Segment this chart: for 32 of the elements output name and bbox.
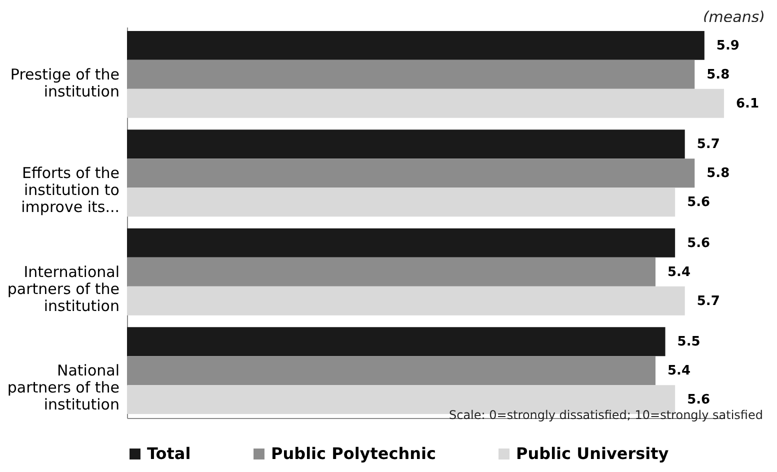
text: (means) xyxy=(702,8,765,26)
data-label: 5.9 xyxy=(716,38,740,54)
data-label: 5.6 xyxy=(687,195,710,210)
data-label: 5.4 xyxy=(667,264,691,280)
annotation: Scale: 0=strongly dissatisfied; 10=strongly satisfied xyxy=(448,408,763,422)
bar xyxy=(127,286,685,316)
data-label: 5.4 xyxy=(667,364,691,379)
data-label: 5.6 xyxy=(687,236,710,251)
data-label: 5.7 xyxy=(696,294,720,309)
bar xyxy=(127,356,656,386)
bar xyxy=(127,257,656,286)
data-label: 5.8 xyxy=(706,166,730,182)
bar xyxy=(127,327,666,356)
bar xyxy=(127,188,676,217)
bar xyxy=(127,88,724,118)
bar xyxy=(127,228,676,258)
bar xyxy=(127,130,685,159)
legend-label: Public Polytechnic xyxy=(271,444,436,463)
y-tick-label: International partners of the institution xyxy=(7,262,120,315)
legend-label: Public University xyxy=(516,444,670,463)
legend-label: Total xyxy=(147,444,191,463)
y-tick-label: Prestige of the institution xyxy=(10,65,120,100)
data-label: 6.1 xyxy=(736,96,760,112)
bar xyxy=(127,158,695,188)
data-label: 5.7 xyxy=(696,137,720,152)
y-tick-label: Efforts of the institution to improve its... xyxy=(21,164,120,216)
y-tick-label: National partners of the institution xyxy=(7,362,120,414)
data-label: 5.6 xyxy=(687,392,710,408)
bar xyxy=(127,30,704,60)
data-label: 5.8 xyxy=(706,67,730,82)
bar xyxy=(127,60,695,89)
data-label: 5.5 xyxy=(677,334,700,350)
